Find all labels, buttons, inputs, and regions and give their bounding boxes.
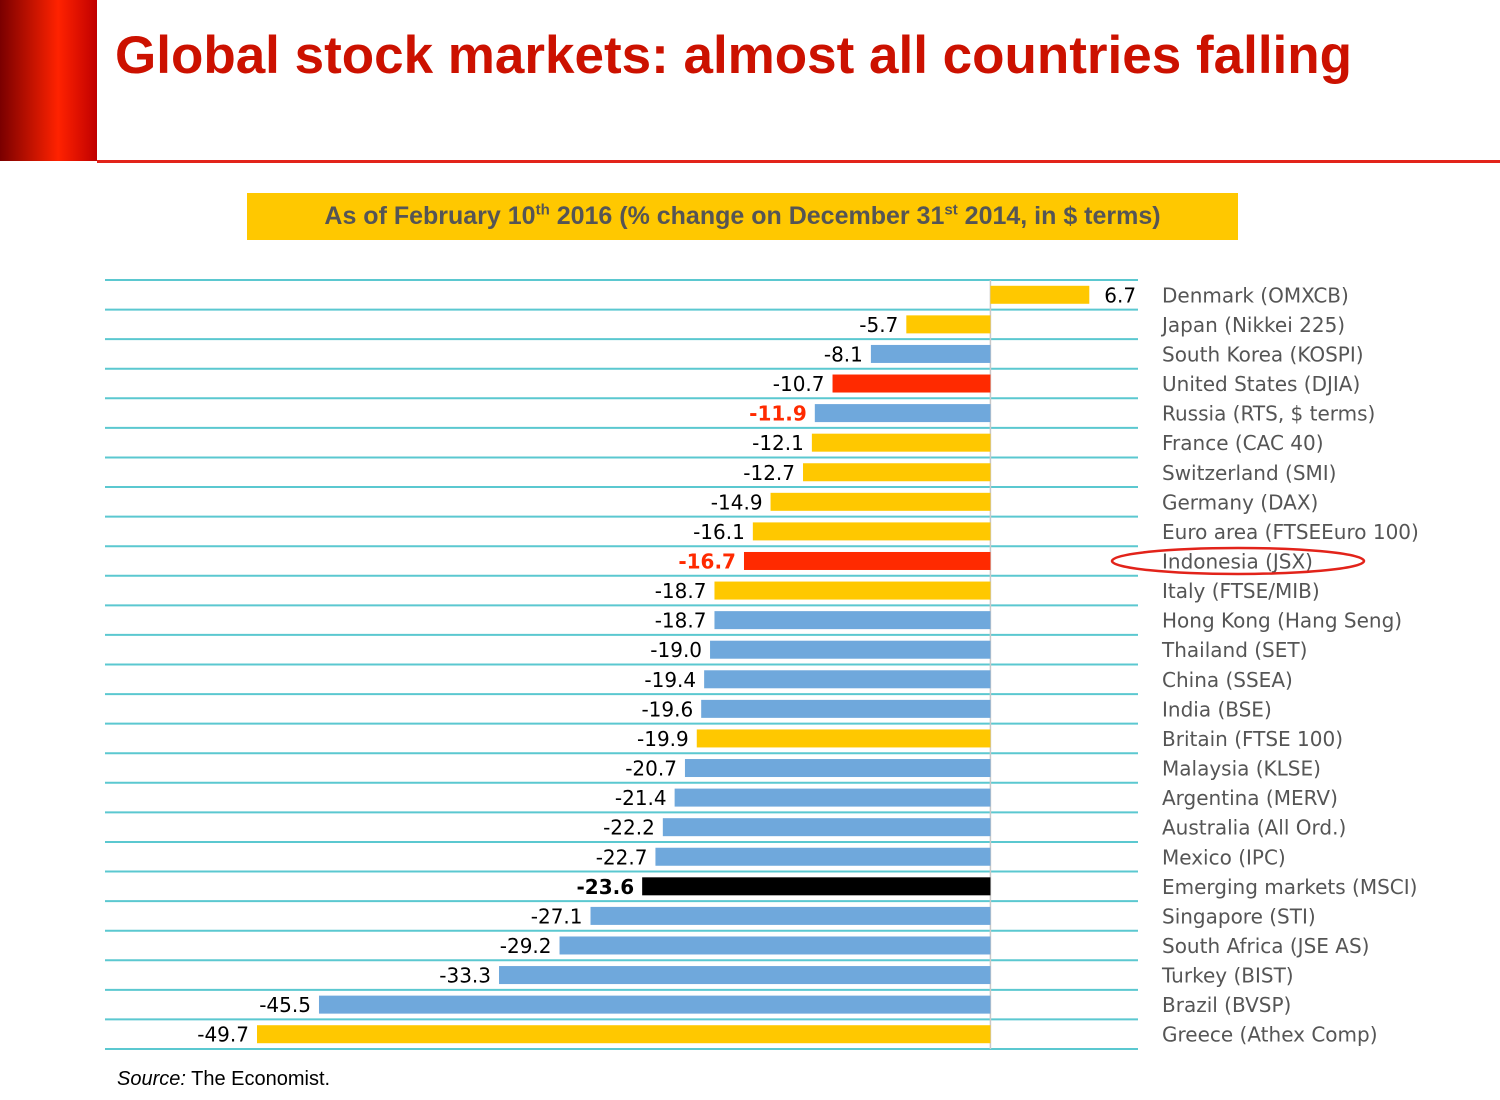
bar [642, 877, 991, 896]
category-label: China (SSEA) [1162, 668, 1293, 692]
value-label: 6.7 [1104, 283, 1136, 307]
bar [832, 374, 991, 393]
value-label: -8.1 [824, 342, 863, 366]
source-note: Source: The Economist. [117, 1068, 330, 1091]
value-label: -16.1 [693, 520, 745, 544]
subtitle-text: 2014, in $ terms) [957, 202, 1161, 230]
category-label: Brazil (BVSP) [1162, 993, 1291, 1017]
category-label: Emerging markets (MSCI) [1162, 875, 1417, 899]
bar [256, 1025, 991, 1044]
category-label: Switzerland (SMI) [1162, 461, 1336, 485]
category-label: Italy (FTSE/MIB) [1162, 579, 1320, 603]
bar [906, 315, 991, 334]
highlight-circle [1110, 546, 1366, 576]
value-label: -20.7 [625, 757, 677, 781]
category-label: Argentina (MERV) [1162, 786, 1338, 810]
category-label: United States (DJIA) [1162, 372, 1360, 396]
subtitle-text: As of February 10 [324, 202, 536, 230]
chart-title: Global stock markets: almost all countri… [115, 26, 1353, 85]
bar [674, 788, 991, 807]
title-rule [97, 160, 1500, 163]
category-label: Denmark (OMXCB) [1162, 283, 1349, 307]
category-label: Mexico (IPC) [1162, 845, 1286, 869]
value-label: -23.6 [577, 875, 635, 899]
bar [701, 699, 991, 718]
subtitle-sup: th [535, 201, 550, 219]
category-label: France (CAC 40) [1162, 431, 1324, 455]
subtitle-sup: st [944, 201, 958, 219]
value-label: -22.2 [603, 816, 655, 840]
category-label: Greece (Athex Comp) [1162, 1023, 1378, 1047]
value-label: -14.9 [711, 490, 763, 514]
bar [803, 463, 991, 482]
category-label: India (BSE) [1162, 697, 1272, 721]
bar [499, 966, 991, 985]
bar [590, 906, 991, 925]
category-label: Russia (RTS, $ terms) [1162, 402, 1375, 426]
category-label: Thailand (SET) [1161, 638, 1307, 662]
bar [770, 492, 991, 511]
bar [814, 404, 991, 423]
category-label: Turkey (BIST) [1161, 964, 1294, 988]
category-label: Indonesia (JSX) [1162, 549, 1313, 573]
bar [743, 551, 991, 570]
value-label: -12.1 [752, 431, 804, 455]
value-label: -19.6 [641, 697, 693, 721]
value-label: -19.0 [650, 638, 702, 662]
source-label: Source: [117, 1068, 186, 1090]
value-label: -12.7 [743, 461, 795, 485]
value-label: -11.9 [749, 402, 807, 426]
bar [710, 640, 991, 659]
category-label: Hong Kong (Hang Seng) [1162, 609, 1402, 633]
value-label: -22.7 [596, 845, 648, 869]
category-label: South Korea (KOSPI) [1162, 342, 1364, 366]
bar [714, 581, 991, 600]
category-label: Australia (All Ord.) [1162, 816, 1346, 840]
bar [714, 611, 991, 630]
value-label: -49.7 [197, 1023, 249, 1047]
category-label: Euro area (FTSEEuro 100) [1162, 520, 1419, 544]
category-label: Singapore (STI) [1162, 904, 1316, 928]
category-label: Germany (DAX) [1162, 490, 1318, 514]
title-accent [0, 0, 97, 161]
value-label: -33.3 [439, 964, 491, 988]
subtitle-text: 2016 (% change on December 31 [549, 202, 945, 230]
bar [704, 670, 991, 689]
value-label: -19.4 [644, 668, 696, 692]
source-text: The Economist. [185, 1068, 331, 1090]
bar [811, 433, 991, 452]
value-label: -21.4 [615, 786, 667, 810]
value-label: -45.5 [259, 993, 311, 1017]
bar [696, 729, 991, 748]
bar [655, 847, 991, 866]
bar [662, 818, 991, 837]
bar [752, 522, 991, 541]
value-label: -10.7 [773, 372, 825, 396]
category-label: Malaysia (KLSE) [1162, 757, 1321, 781]
category-label: South Africa (JSE AS) [1162, 934, 1369, 958]
value-label: -18.7 [655, 609, 707, 633]
value-label: -18.7 [655, 579, 707, 603]
value-label: -27.1 [531, 904, 583, 928]
value-label: -19.9 [637, 727, 689, 751]
bar [684, 759, 991, 778]
bar [870, 344, 991, 363]
category-label: Japan (Nikkei 225) [1160, 313, 1345, 337]
value-label: -29.2 [500, 934, 552, 958]
bar [318, 995, 991, 1014]
category-label: Britain (FTSE 100) [1162, 727, 1343, 751]
bar [559, 936, 991, 955]
value-label: -16.7 [678, 549, 736, 573]
bar [990, 285, 1090, 304]
value-label: -5.7 [859, 313, 898, 337]
chart-subtitle: As of February 10th 2016 (% change on De… [247, 193, 1238, 240]
